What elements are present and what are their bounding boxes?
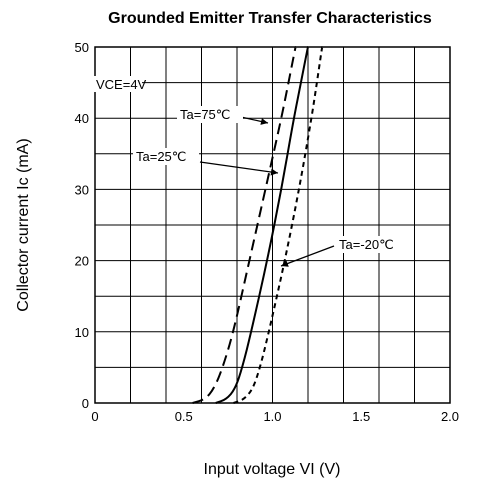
tick-labels: 0 0.5 1.0 1.5 2.0 0 10 20 30 40 50 xyxy=(75,40,460,424)
y-tick-label: 40 xyxy=(75,111,89,126)
annotation-arrowhead xyxy=(260,118,268,125)
grid xyxy=(95,47,450,403)
y-tick-label: 30 xyxy=(75,182,89,197)
series-line-3 xyxy=(233,46,324,404)
annotation-label: Ta=-20℃ xyxy=(339,237,394,252)
annotations: Ta=75℃ Ta=25℃ Ta=-20℃ xyxy=(133,106,405,267)
chart-title: Grounded Emitter Transfer Characteristic… xyxy=(108,10,432,27)
annotation-background xyxy=(177,106,243,123)
y-tick-label: 0 xyxy=(82,396,89,411)
x-tick-label: 1.5 xyxy=(352,409,370,424)
x-tick-label: 0 xyxy=(91,409,98,424)
condition-label: VCE=4V xyxy=(96,77,147,92)
y-tick-label: 20 xyxy=(75,254,89,269)
series-group xyxy=(192,46,324,404)
annotation-leader-line xyxy=(199,161,279,174)
y-axis-label: Collector current Ic (mA) xyxy=(15,138,32,311)
annotation-arrowhead xyxy=(281,260,289,267)
annotation-leader-line xyxy=(280,245,335,267)
x-tick-label: 0.5 xyxy=(175,409,193,424)
x-tick-label: 2.0 xyxy=(441,409,459,424)
series-line-2 xyxy=(215,46,309,404)
annotation-background xyxy=(133,148,199,165)
condition-label-group: VCE=4V xyxy=(94,76,147,92)
plot-frame xyxy=(94,46,451,404)
annotation-background xyxy=(335,236,405,253)
y-tick-label: 50 xyxy=(75,40,89,55)
annotation-label: Ta=75℃ xyxy=(180,107,230,122)
annotation-arrowhead xyxy=(270,168,278,176)
y-tick-label: 10 xyxy=(75,325,89,340)
series-line-1 xyxy=(192,46,297,404)
x-tick-label: 1.0 xyxy=(263,409,281,424)
annotation-label: Ta=25℃ xyxy=(136,149,186,164)
x-axis-label: Input voltage VI (V) xyxy=(204,461,341,478)
